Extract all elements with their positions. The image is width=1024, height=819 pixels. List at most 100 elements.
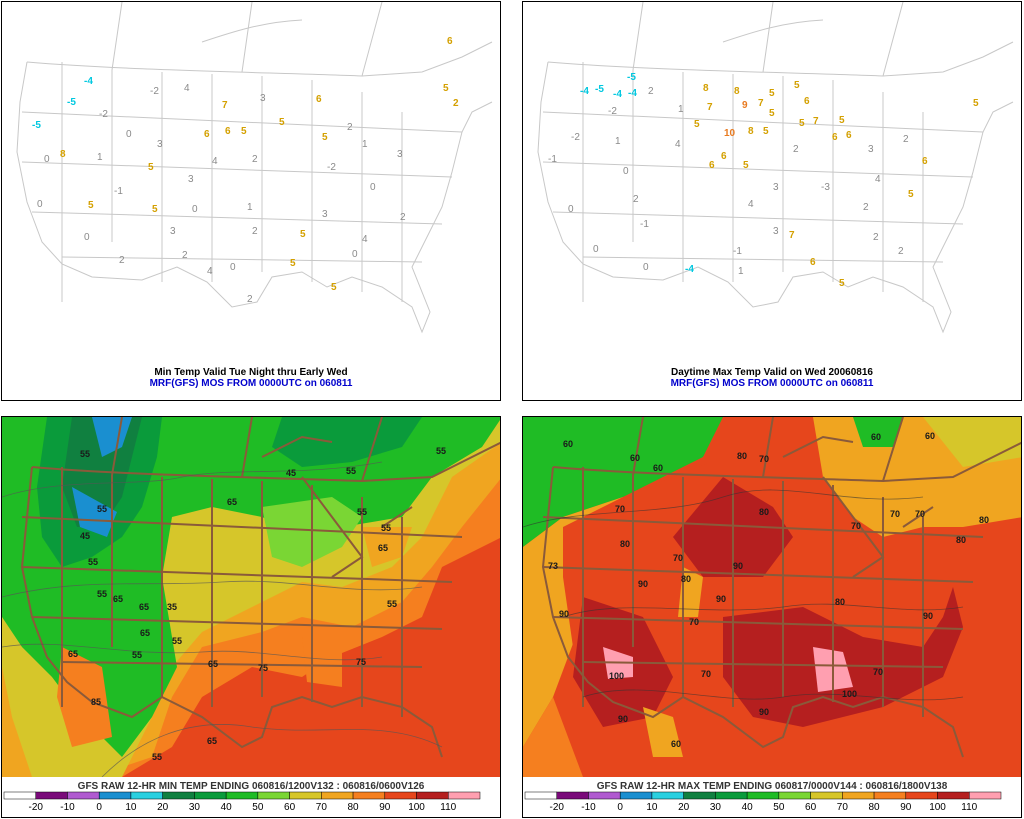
mos-min-value: 1: [97, 152, 103, 163]
mos-min-value: -2: [150, 86, 159, 97]
mos-min-value: 5: [290, 258, 296, 269]
min-colorbar-tick-label: 30: [189, 802, 201, 813]
max-colorbar-tick-label: -10: [581, 802, 596, 813]
mos-max-value: 2: [863, 202, 869, 213]
mos-max-value: 1: [738, 266, 744, 277]
gfs-raw-min-caption: GFS RAW 12-HR MIN TEMP ENDING 060816/120…: [77, 781, 425, 792]
mos-max-value: 6: [709, 160, 715, 171]
mos-min-value: 0: [37, 199, 43, 210]
max-colorbar-swatch: [683, 791, 716, 800]
mos-max-value: 6: [846, 130, 852, 141]
mos-max-value: -2: [608, 106, 617, 117]
raw-min-contour-label: 55: [357, 507, 367, 517]
max-colorbar-swatch: [842, 791, 875, 800]
max-colorbar-swatch: [746, 791, 780, 800]
mos-max-value: 2: [898, 246, 904, 257]
raw-max-contour-label: 90: [559, 609, 569, 619]
raw-max-contour-label: 60: [563, 439, 573, 449]
raw-min-contour-label: 55: [88, 557, 98, 567]
raw-max-contour-label: 70: [701, 669, 711, 679]
mos-max-value: 8: [748, 126, 754, 137]
mos-max-value: 6: [721, 151, 727, 162]
mos-max-value: -5: [595, 84, 604, 95]
mos-min-value: 4: [207, 266, 213, 277]
mos-max-caption-title: Daytime Max Temp Valid on Wed 20060816: [671, 367, 873, 378]
max-colorbar-tick-label: 110: [961, 802, 977, 813]
max-colorbar-tick-label: 70: [837, 802, 849, 813]
gfs-raw-max-caption: GFS RAW 12-HR MAX TEMP ENDING 060817/000…: [596, 781, 948, 792]
mos-min-value: -1: [114, 186, 123, 197]
raw-max-contour-label: 70: [689, 617, 699, 627]
mos-max-value: -4: [613, 89, 622, 100]
mos-min-value: 8: [60, 149, 66, 160]
max-colorbar-tick-label: 30: [710, 802, 722, 813]
raw-min-contour-label: 65: [227, 497, 237, 507]
mos-min-value: 2: [400, 212, 406, 223]
raw-max-contour-label: 70: [759, 454, 769, 464]
mos-max-value: 0: [643, 262, 649, 273]
min-colorbar-swatch: [321, 791, 354, 800]
mos-min-value: 0: [126, 129, 132, 140]
min-colorbar-tick-label: 40: [221, 802, 233, 813]
max-colorbar-swatch: [651, 791, 684, 800]
min-colorbar-tick-label: 80: [348, 802, 360, 813]
mos-max-value: 5: [799, 118, 805, 129]
mos-max-value: 1: [678, 104, 684, 115]
gfs-raw-max-temp-panel: 60 60 60 80 70 60 60 70 80 70 70 70 80 80 80 70 90 73 90 80…: [522, 416, 1022, 818]
mos-max-value: 2: [793, 144, 799, 155]
mos-max-value: 4: [748, 199, 754, 210]
raw-max-contour-label: 90: [638, 579, 648, 589]
mos-min-value: -4: [84, 76, 93, 87]
mos-min-value: 3: [170, 226, 176, 237]
min-colorbar-swatch: [289, 791, 322, 800]
raw-max-contour-label: 90: [716, 594, 726, 604]
min-colorbar-tick-label: 50: [252, 802, 264, 813]
mos-max-value: 3: [773, 182, 779, 193]
min-colorbar-swatch: [194, 791, 227, 800]
raw-max-contour-label: 60: [630, 453, 640, 463]
mos-min-value: 2: [347, 122, 353, 133]
max-colorbar-swatch: [556, 791, 589, 800]
raw-max-contour-label: 60: [925, 431, 935, 441]
raw-max-contour-label: 90: [618, 714, 628, 724]
max-colorbar-swatch: [905, 791, 938, 800]
mos-max-value: 2: [633, 194, 639, 205]
mos-max-value: 0: [593, 244, 599, 255]
mos-min-value: 5: [152, 204, 158, 215]
raw-max-contour-label: 90: [733, 561, 743, 571]
mos-max-value: 1: [615, 136, 621, 147]
mos-min-value: 0: [44, 154, 50, 165]
mos-max-value: 0: [568, 204, 574, 215]
mos-min-value: -5: [67, 97, 76, 108]
raw-min-contour-label: 65: [113, 594, 123, 604]
gfs-raw-max-map: 60 60 60 80 70 60 60 70 80 70 70 70 80 80 80 70 90 73 90 80…: [523, 417, 1021, 777]
min-colorbar-tick-label: -20: [29, 802, 44, 813]
max-colorbar-tick-label: 60: [805, 802, 817, 813]
mos-min-caption-source: MRF(GFS) MOS FROM 0000UTC on 060811: [149, 378, 353, 389]
min-colorbar-tick-label: 20: [157, 802, 169, 813]
mos-min-value: 4: [184, 83, 190, 94]
mos-max-value: 0: [623, 166, 629, 177]
mos-max-value: 6: [832, 132, 838, 143]
raw-min-contour-label: 35: [167, 602, 177, 612]
raw-min-contour-label: 65: [207, 736, 217, 746]
mos-min-value: 2: [182, 250, 188, 261]
min-colorbar-swatch: [35, 791, 68, 800]
min-colorbar-swatch: [67, 791, 100, 800]
mos-max-value: 5: [839, 278, 845, 289]
mos-max-value: 9: [742, 100, 748, 111]
mos-max-value: 2: [873, 232, 879, 243]
mos-min-value: 6: [447, 36, 453, 47]
gfs-raw-min-temp-panel: 55 55 45 45 55 55 65 55 55 65 55 55 65 65 35 65 55 65 55 65…: [1, 416, 501, 818]
raw-max-contour-label: 80: [759, 507, 769, 517]
mos-min-value: 3: [188, 174, 194, 185]
mos-min-value: 3: [260, 93, 266, 104]
raw-min-contour-label: 55: [97, 589, 107, 599]
max-colorbar: -20 -10 0 10 20 30 40 50 60 70 80 90 100 110: [524, 791, 1002, 813]
raw-max-contour-label: 60: [671, 739, 681, 749]
min-colorbar-tick-label: 0: [96, 802, 102, 813]
min-colorbar-swatch: [3, 791, 36, 800]
raw-min-contour-label: 55: [436, 446, 446, 456]
max-colorbar-swatch: [873, 791, 907, 800]
mos-max-value: 5: [908, 189, 914, 200]
